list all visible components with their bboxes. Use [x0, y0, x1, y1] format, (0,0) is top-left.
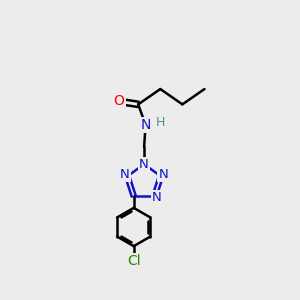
Text: N: N	[152, 191, 162, 204]
Text: N: N	[158, 168, 168, 182]
Text: O: O	[114, 94, 124, 108]
Text: Cl: Cl	[127, 254, 140, 268]
Text: H: H	[156, 116, 166, 128]
Text: N: N	[139, 158, 149, 171]
Text: N: N	[120, 168, 130, 182]
Text: N: N	[140, 118, 151, 132]
